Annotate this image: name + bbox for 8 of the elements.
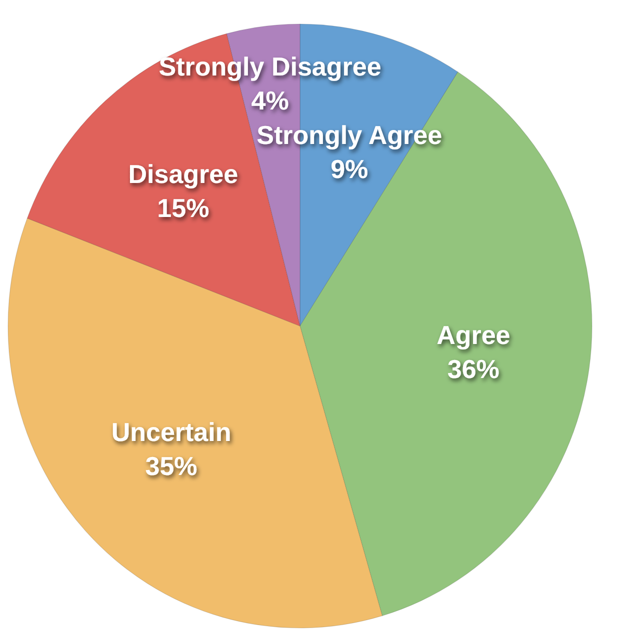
data-label: 4% (251, 85, 289, 116)
data-label: 36% (447, 354, 500, 384)
slice-label: Uncertain (111, 416, 232, 447)
data-label: 15% (157, 192, 210, 223)
slice-label: Disagree (128, 158, 238, 189)
data-label: 35% (145, 450, 198, 481)
data-label: 9% (330, 154, 368, 184)
slice-label: Agree (436, 320, 510, 350)
